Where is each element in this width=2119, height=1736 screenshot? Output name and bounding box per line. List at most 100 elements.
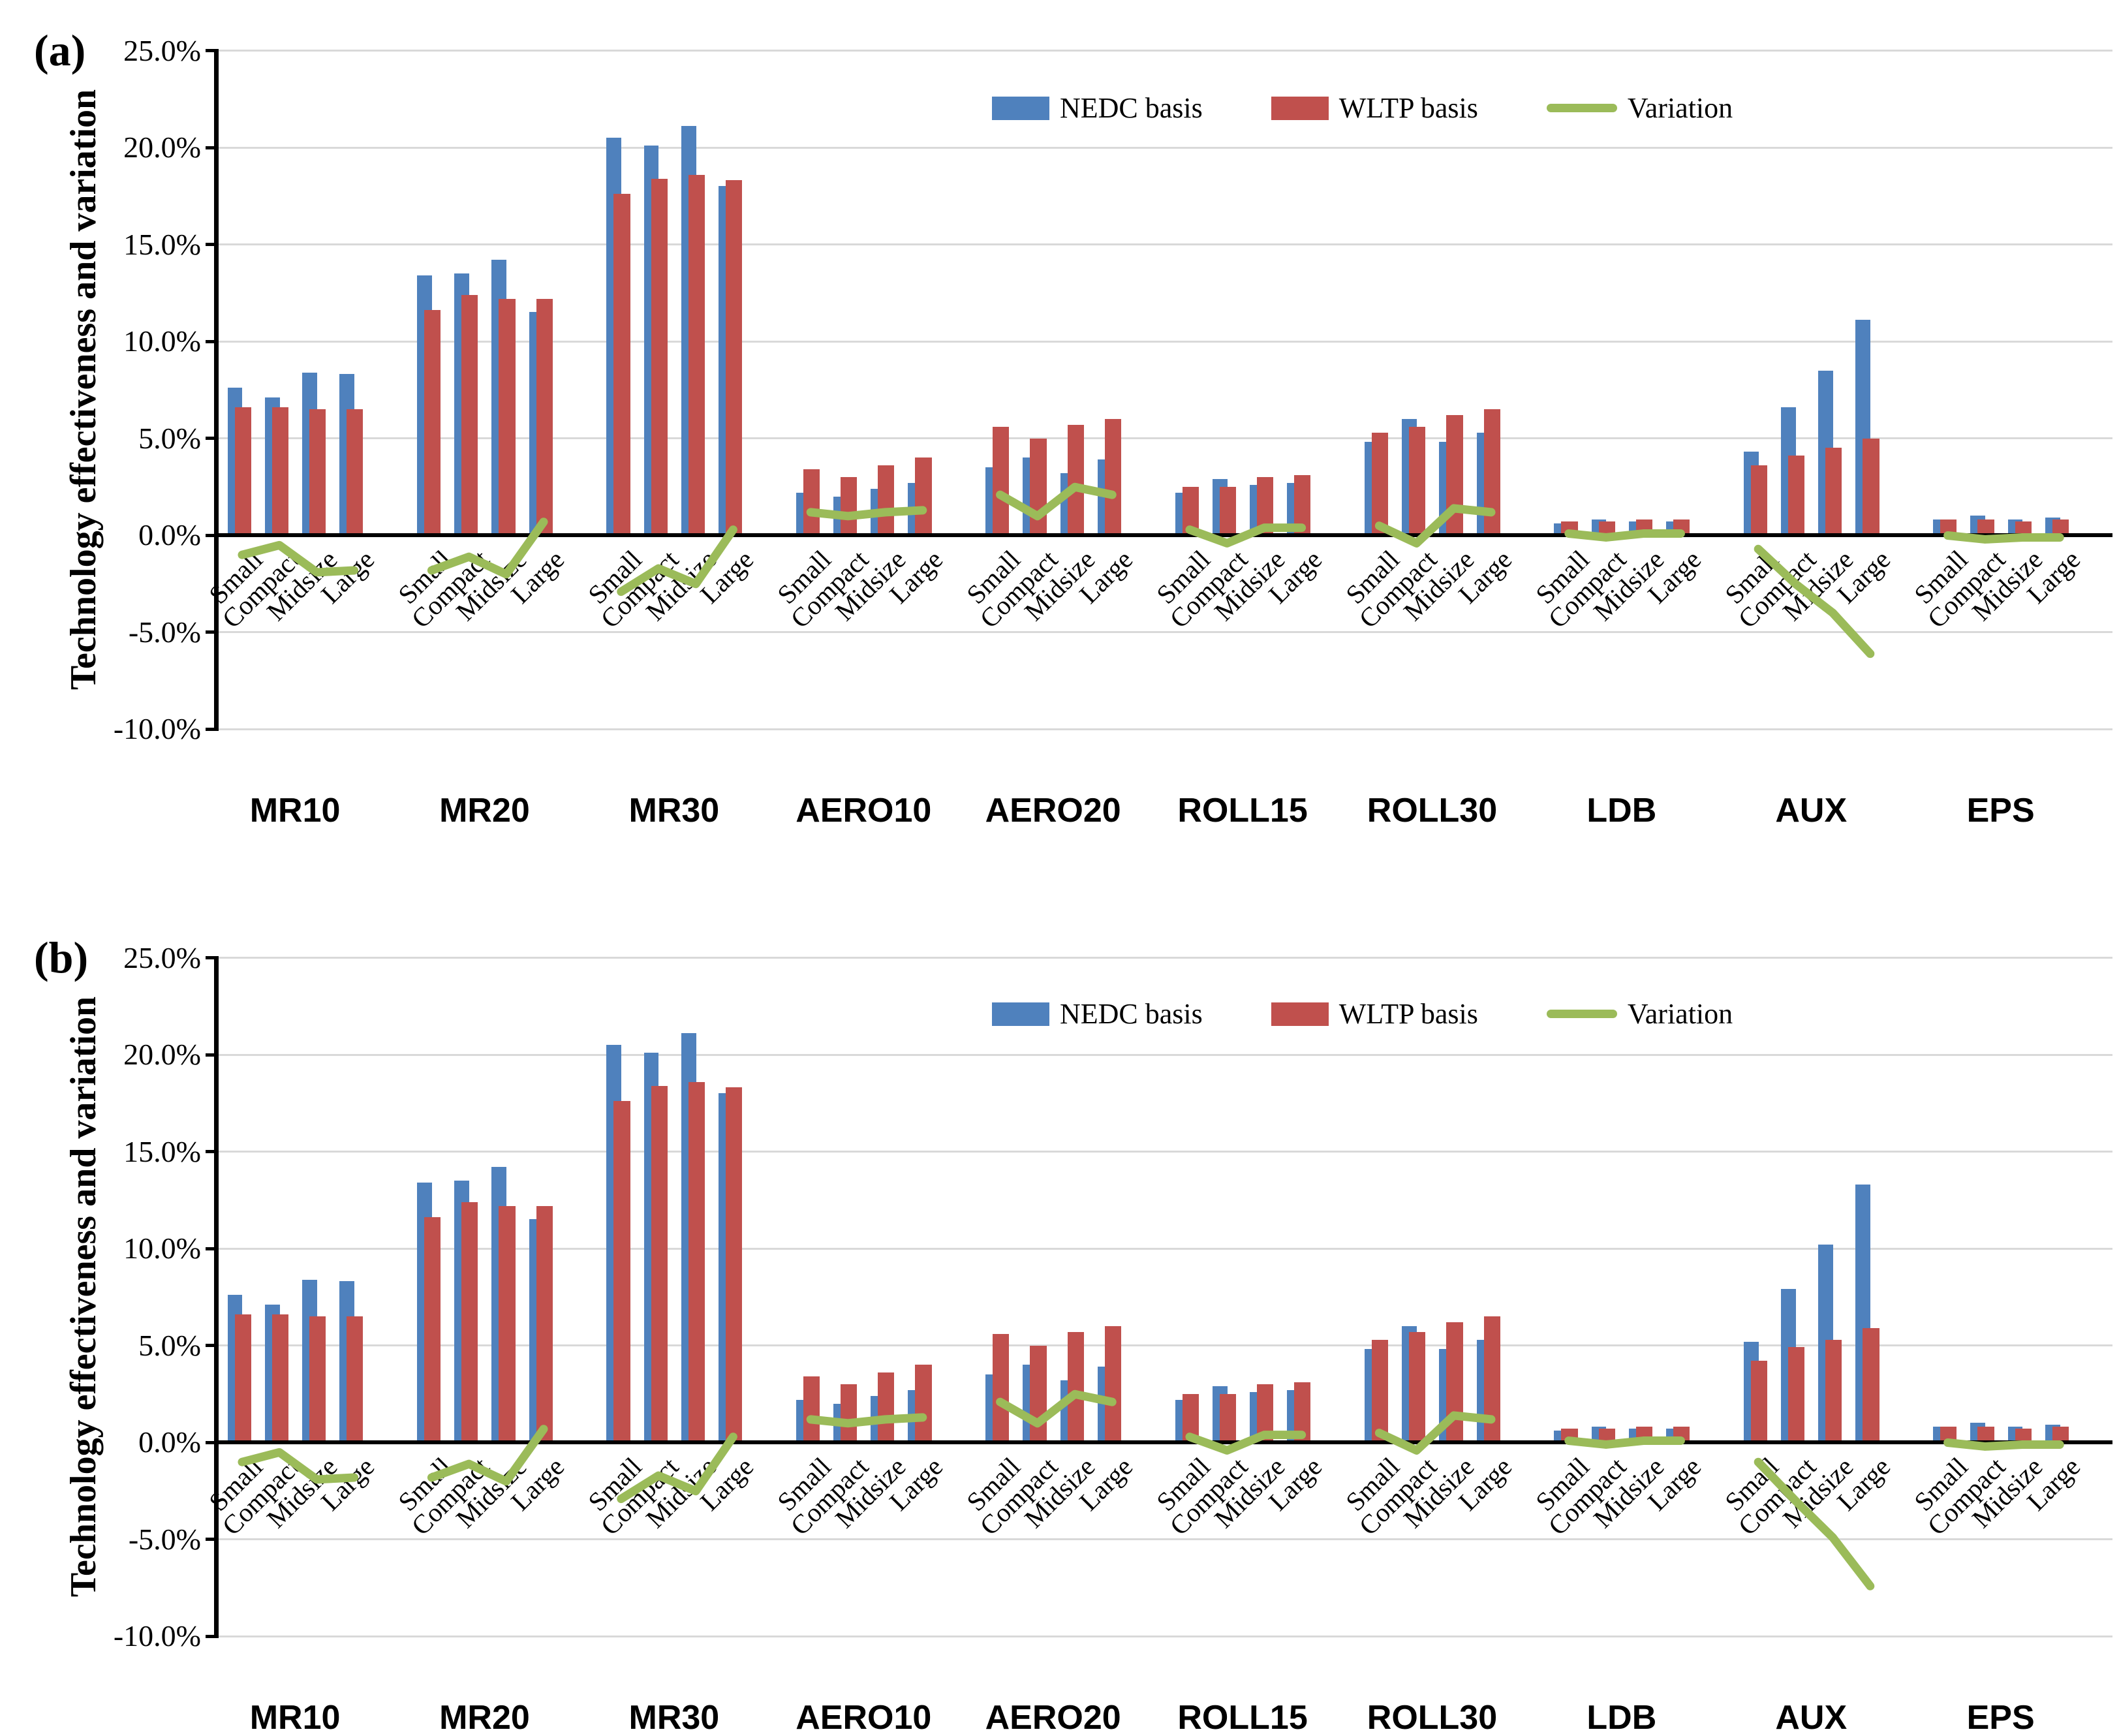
bar-wltp bbox=[271, 1314, 288, 1442]
bar-wltp bbox=[1940, 1427, 1957, 1442]
group-label-aero10: AERO10 bbox=[796, 1699, 932, 1736]
bar-wltp bbox=[1750, 1361, 1767, 1442]
nedc-swatch-icon bbox=[992, 1002, 1049, 1026]
y-tick-label: 15.0% bbox=[123, 1134, 201, 1168]
legend-label-wltp: WLTP basis bbox=[1338, 92, 1478, 124]
gridline bbox=[217, 1247, 2112, 1250]
bar-wltp bbox=[1371, 1339, 1389, 1442]
y-tick-label: -5.0% bbox=[128, 1522, 201, 1556]
y-axis-tick bbox=[206, 437, 216, 440]
y-axis-tick bbox=[206, 1150, 216, 1153]
variation-line-eps bbox=[1943, 1438, 2064, 1451]
bar-wltp bbox=[1067, 424, 1084, 535]
bar-wltp bbox=[499, 298, 516, 535]
bar-wltp bbox=[613, 194, 630, 535]
x-axis-line bbox=[217, 1440, 2112, 1444]
y-axis-tick bbox=[206, 533, 216, 537]
bar-wltp bbox=[461, 294, 478, 535]
variation-line-mr20 bbox=[427, 517, 548, 578]
group-label-eps: EPS bbox=[1966, 1699, 2035, 1736]
bar-wltp bbox=[1863, 1327, 1879, 1442]
bar-wltp bbox=[1219, 486, 1236, 535]
y-axis-tick bbox=[206, 630, 216, 634]
bar-wltp bbox=[234, 1314, 251, 1442]
variation-line-roll15 bbox=[1185, 523, 1307, 548]
bar-wltp bbox=[271, 407, 288, 535]
y-tick-label: 0.0% bbox=[138, 1425, 201, 1459]
variation-line-eps bbox=[1943, 531, 2064, 544]
y-tick-label: -10.0% bbox=[113, 1619, 201, 1652]
y-tick-label: 5.0% bbox=[138, 421, 201, 455]
variation-line-aero20 bbox=[996, 1389, 1117, 1427]
group-label-mr10: MR10 bbox=[249, 792, 341, 829]
bar-wltp bbox=[1067, 1331, 1084, 1442]
gridline bbox=[217, 437, 2112, 439]
variation-line-ldb bbox=[1564, 1436, 1685, 1449]
group-label-aero20: AERO20 bbox=[985, 1699, 1121, 1736]
group-label-mr10: MR10 bbox=[249, 1699, 341, 1736]
y-axis-tick bbox=[206, 956, 216, 959]
y-tick-label: 20.0% bbox=[123, 131, 201, 164]
gridline bbox=[217, 1635, 2112, 1637]
variation-line-aero20 bbox=[996, 482, 1117, 520]
y-tick-label: -10.0% bbox=[113, 712, 201, 745]
y-axis-line bbox=[214, 955, 219, 1638]
panel-b-legend: NEDC basis WLTP basis Variation bbox=[992, 997, 1733, 1031]
wltp-swatch-icon bbox=[1271, 1002, 1329, 1026]
legend-label-variation: Variation bbox=[1627, 998, 1733, 1030]
gridline bbox=[217, 50, 2112, 52]
legend-item-nedc: NEDC basis bbox=[992, 91, 1203, 125]
bar-wltp bbox=[803, 1376, 820, 1442]
group-label-mr30: MR30 bbox=[628, 792, 720, 829]
bar-wltp bbox=[309, 409, 326, 535]
legend-item-wltp: WLTP basis bbox=[1271, 997, 1478, 1031]
variation-line-mr30 bbox=[617, 1432, 737, 1503]
legend-item-nedc: NEDC basis bbox=[992, 997, 1203, 1031]
bar-wltp bbox=[1825, 448, 1842, 535]
bar-wltp bbox=[1409, 426, 1426, 535]
group-label-roll30: ROLL30 bbox=[1367, 792, 1498, 829]
bar-wltp bbox=[915, 457, 932, 535]
y-axis-tick bbox=[206, 1634, 216, 1638]
variation-line-aux bbox=[1754, 544, 1875, 658]
bar-wltp bbox=[688, 174, 705, 535]
variation-line-roll30 bbox=[1374, 1410, 1496, 1455]
variation-line-mr30 bbox=[617, 525, 737, 596]
gridline bbox=[217, 728, 2112, 730]
bar-wltp bbox=[309, 1316, 326, 1442]
variation-swatch-icon bbox=[1546, 104, 1617, 112]
bar-wltp bbox=[1104, 418, 1121, 535]
variation-line-layer bbox=[238, 1389, 2064, 1590]
y-tick-label: 10.0% bbox=[123, 1232, 201, 1265]
y-tick-label: -5.0% bbox=[128, 615, 201, 649]
group-label-aero10: AERO10 bbox=[796, 792, 932, 829]
variation-line-aero10 bbox=[806, 1412, 927, 1427]
group-label-roll15: ROLL15 bbox=[1177, 1699, 1308, 1736]
bar-wltp bbox=[651, 178, 668, 535]
y-tick-label: 5.0% bbox=[138, 1328, 201, 1362]
group-label-aux: AUX bbox=[1775, 792, 1848, 829]
bar-wltp bbox=[2015, 1429, 2032, 1442]
gridline bbox=[217, 1151, 2112, 1153]
legend-item-variation: Variation bbox=[1546, 91, 1733, 125]
bar-wltp bbox=[993, 426, 1010, 535]
bar-wltp bbox=[347, 409, 363, 535]
gridline bbox=[217, 631, 2112, 633]
bar-wltp bbox=[993, 1333, 1010, 1442]
y-axis-tick bbox=[206, 146, 216, 149]
bar-wltp bbox=[840, 1384, 858, 1442]
variation-line-aux bbox=[1754, 1457, 1875, 1590]
legend-label-variation: Variation bbox=[1627, 92, 1733, 124]
bar-wltp bbox=[1863, 438, 1879, 535]
variation-line-mr10 bbox=[238, 540, 359, 576]
bar-wltp bbox=[915, 1365, 932, 1442]
y-axis-tick bbox=[206, 339, 216, 343]
bar-wltp bbox=[840, 476, 858, 535]
y-axis-tick bbox=[206, 243, 216, 246]
y-axis-tick bbox=[206, 727, 216, 731]
y-axis-tick bbox=[206, 1053, 216, 1057]
group-label-mr20: MR20 bbox=[439, 1699, 530, 1736]
y-axis-line bbox=[214, 48, 219, 731]
